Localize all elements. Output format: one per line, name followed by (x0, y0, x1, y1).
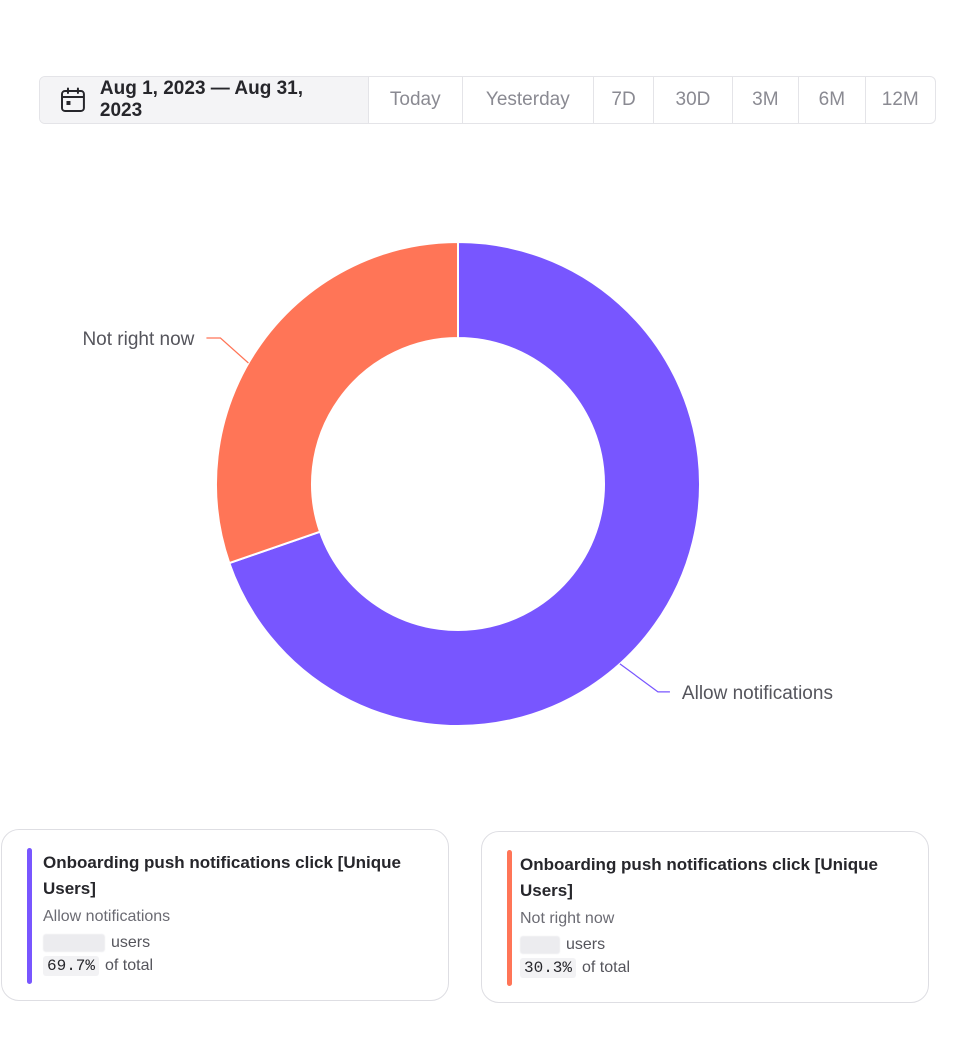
leader-line (619, 663, 670, 693)
slice-label: Not right now (82, 329, 194, 350)
calendar-icon (60, 87, 85, 112)
percent-row: 69.7% of total (43, 956, 418, 976)
donut-slice-not-right-now[interactable] (215, 240, 459, 565)
redacted-user-count (43, 934, 105, 952)
legend-card-allow[interactable]: Onboarding push notifications click [Uni… (1, 829, 449, 1001)
slice-label: Allow notifications (682, 683, 833, 704)
donut-chart: Allow notifications Not right now (82, 240, 833, 727)
percent-row: 30.3% of total (520, 958, 898, 978)
segment-name: Allow notifications (43, 908, 171, 925)
leader-line (206, 337, 249, 364)
users-row: users (43, 934, 418, 952)
segment-name: Not right now (520, 910, 615, 927)
date-range-picker[interactable]: Aug 1, 2023 — Aug 31, 2023 (40, 77, 369, 123)
date-range-label: Aug 1, 2023 — Aug 31, 2023 (99, 78, 303, 121)
metric-name: Onboarding push notifications click [Uni… (520, 855, 878, 900)
users-row: users (520, 936, 898, 954)
percent-value: 69.7% (43, 956, 100, 976)
metric-name: Onboarding push notifications click [Uni… (43, 853, 401, 898)
of-total-label: of total (105, 957, 154, 974)
preset-12m[interactable]: 12M (881, 89, 919, 110)
date-range-toolbar: Aug 1, 2023 — Aug 31, 2023 Today Yesterd… (39, 76, 936, 124)
preset-yesterday[interactable]: Yesterday (463, 77, 594, 123)
preset-today[interactable]: Today (369, 77, 463, 123)
users-suffix: users (566, 936, 606, 953)
preset-6m[interactable]: 6M (799, 77, 866, 123)
preset-30d[interactable]: 30D (654, 77, 733, 123)
legend-card-not-now[interactable]: Onboarding push notifications click [Uni… (481, 831, 929, 1003)
donut-slice-allow-notifications[interactable] (228, 240, 701, 727)
percent-value: 30.3% (520, 958, 577, 978)
redacted-user-count (520, 936, 560, 954)
users-suffix: users (111, 934, 151, 951)
of-total-label: of total (582, 959, 631, 976)
series-color-bar (27, 848, 32, 984)
preset-3m[interactable]: 3M (733, 77, 800, 123)
series-color-bar (507, 850, 512, 986)
preset-7d[interactable]: 7D (594, 77, 655, 123)
